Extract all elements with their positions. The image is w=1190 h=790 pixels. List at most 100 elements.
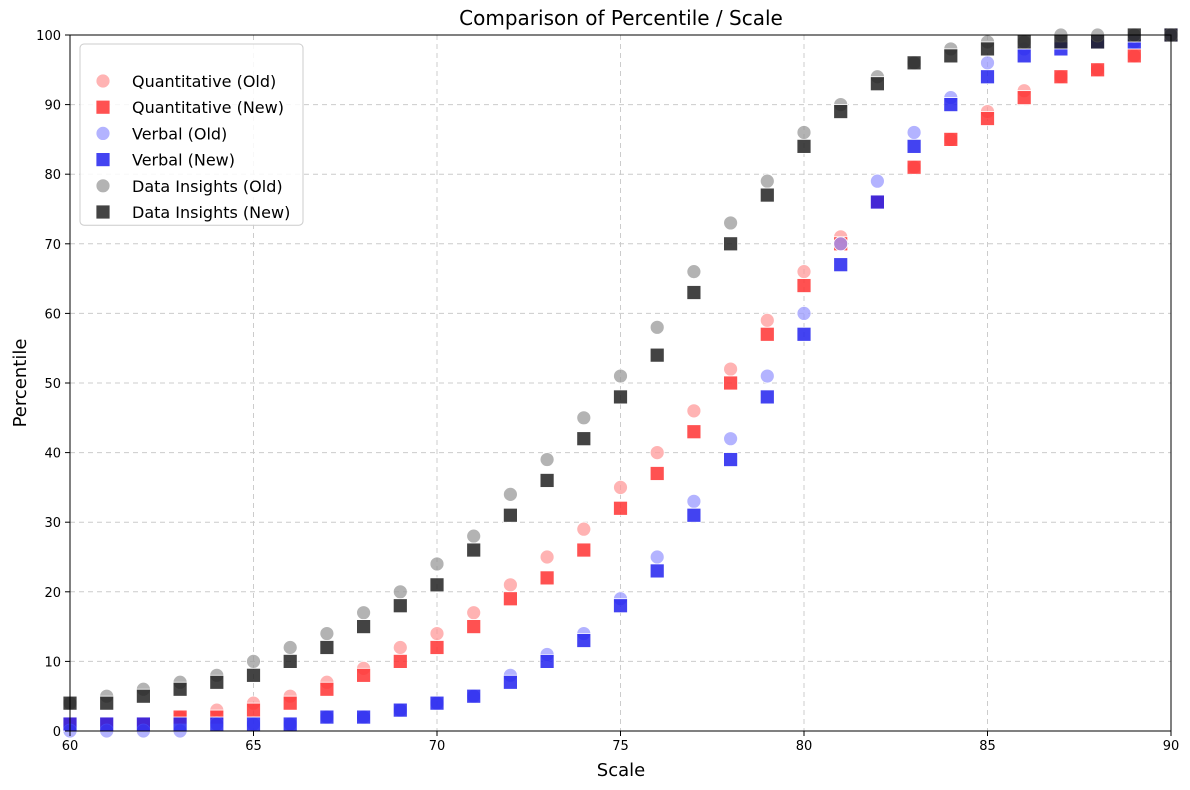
data-point xyxy=(759,389,775,405)
x-tick-label: 60 xyxy=(62,739,79,754)
data-point xyxy=(833,104,849,119)
data-point xyxy=(686,264,702,280)
x-axis-label: Scale xyxy=(597,760,645,781)
data-point xyxy=(576,542,592,558)
data-point xyxy=(539,570,555,586)
x-tick-label: 80 xyxy=(796,739,813,754)
data-point xyxy=(723,431,738,447)
data-point xyxy=(246,702,261,718)
y-tick-label: 30 xyxy=(44,516,61,531)
y-tick-label: 90 xyxy=(44,99,61,114)
data-point xyxy=(980,41,995,57)
data-point xyxy=(759,173,775,189)
data-point xyxy=(576,633,592,648)
data-point xyxy=(870,76,885,92)
data-point xyxy=(392,584,408,600)
data-point xyxy=(135,716,151,732)
data-point xyxy=(613,500,628,516)
legend-marker xyxy=(95,178,111,194)
data-point xyxy=(833,257,849,273)
data-point xyxy=(282,716,298,732)
data-point xyxy=(906,55,922,71)
legend-label: Verbal (Old) xyxy=(132,124,227,143)
data-point xyxy=(870,194,885,210)
data-point xyxy=(796,278,812,293)
data-point xyxy=(356,667,372,683)
data-point xyxy=(980,55,995,71)
data-point xyxy=(576,431,592,447)
data-point xyxy=(759,187,775,203)
data-point xyxy=(723,236,738,252)
legend-marker xyxy=(95,73,111,89)
legend-label: Quantitative (New) xyxy=(132,98,284,117)
data-point xyxy=(723,361,738,377)
y-axis: 0 10 20 30 40 50 60 70 80 90 100 xyxy=(36,29,70,740)
data-point xyxy=(1016,48,1032,64)
data-point xyxy=(1090,34,1105,50)
x-tick-label: 85 xyxy=(979,739,996,754)
data-point xyxy=(796,264,812,280)
data-point xyxy=(649,347,665,363)
legend-marker xyxy=(95,125,111,141)
data-point xyxy=(282,695,298,711)
data-point xyxy=(466,605,482,621)
data-point xyxy=(796,138,812,154)
data-point xyxy=(209,716,225,732)
data-point xyxy=(576,410,592,426)
data-point xyxy=(686,285,702,300)
data-point xyxy=(356,605,372,621)
data-point xyxy=(392,598,408,614)
data-point xyxy=(429,577,445,593)
data-point xyxy=(686,403,702,419)
data-point xyxy=(649,563,665,579)
data-point xyxy=(1053,69,1069,85)
data-point xyxy=(172,716,188,732)
data-point xyxy=(539,473,555,488)
data-point xyxy=(392,654,408,669)
data-point xyxy=(539,452,555,467)
data-point xyxy=(649,549,665,565)
data-point xyxy=(1016,34,1032,50)
data-point xyxy=(246,654,261,669)
data-point xyxy=(796,305,812,321)
data-point xyxy=(980,69,995,85)
data-point xyxy=(686,493,702,509)
series-5 xyxy=(62,27,1179,711)
y-tick-label: 40 xyxy=(44,447,61,462)
data-point xyxy=(392,640,408,655)
data-point xyxy=(943,48,959,64)
data-point xyxy=(759,326,775,342)
data-point xyxy=(613,479,628,495)
data-point xyxy=(429,695,445,711)
data-point xyxy=(246,716,261,732)
data-point xyxy=(99,695,115,711)
data-point xyxy=(172,681,188,697)
data-point xyxy=(1090,62,1105,78)
data-point xyxy=(613,598,628,614)
data-point xyxy=(429,640,445,655)
data-point xyxy=(319,681,335,697)
data-point xyxy=(1053,34,1069,50)
y-tick-label: 0 xyxy=(53,725,61,740)
data-point xyxy=(392,702,408,718)
legend-marker xyxy=(95,204,111,220)
x-axis: 60 65 70 75 80 85 90 xyxy=(62,731,1179,754)
y-tick-label: 70 xyxy=(44,238,61,253)
y-tick-label: 50 xyxy=(44,377,61,392)
data-point xyxy=(759,368,775,384)
data-point xyxy=(539,549,555,565)
data-point xyxy=(723,215,738,231)
data-point xyxy=(539,654,555,669)
x-tick-label: 65 xyxy=(245,739,262,754)
data-point xyxy=(135,688,151,704)
data-point xyxy=(906,138,922,154)
data-point xyxy=(502,577,518,593)
data-point xyxy=(906,125,922,140)
data-point xyxy=(466,542,482,558)
data-point xyxy=(429,626,445,641)
chart-title: Comparison of Percentile / Scale xyxy=(459,6,783,30)
data-point xyxy=(723,375,738,391)
data-point xyxy=(466,688,482,704)
data-point xyxy=(356,619,372,634)
